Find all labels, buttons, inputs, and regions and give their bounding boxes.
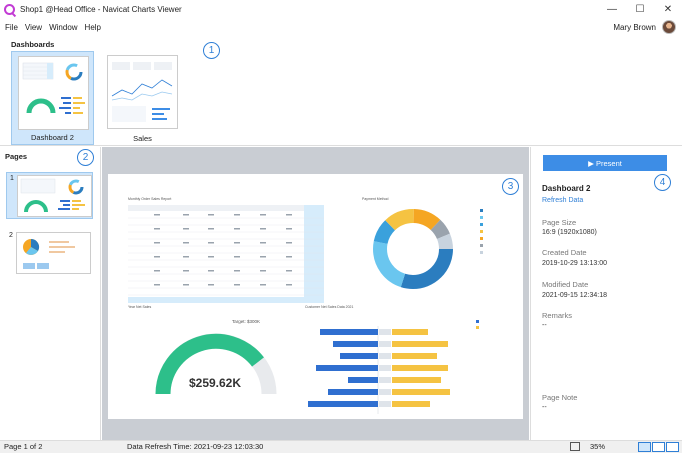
zoom-level[interactable]: 35% bbox=[590, 442, 606, 451]
page-size-value: 16:9 (1920x1080) bbox=[542, 229, 597, 236]
donut-chart-title: Payment Method bbox=[362, 197, 389, 201]
created-date-label: Created Date bbox=[542, 248, 587, 257]
menu-help[interactable]: Help bbox=[84, 22, 101, 32]
layout-view-2-icon[interactable] bbox=[652, 442, 665, 452]
dashboards-panel: Dashboards Dashboard 2 bbox=[0, 36, 682, 146]
modified-date-label: Modified Date bbox=[542, 280, 589, 289]
gauge-value-label: $259.62K bbox=[189, 376, 241, 390]
menu-view[interactable]: View bbox=[24, 22, 43, 32]
callout-badge-3: 3 bbox=[502, 178, 519, 195]
minimize-button[interactable]: — bbox=[607, 3, 617, 15]
page-note-value: -- bbox=[542, 404, 547, 411]
page-thumb-1[interactable]: 1 bbox=[6, 172, 93, 219]
menu-bar: File View Window Help Mary Brown bbox=[0, 18, 682, 36]
page-number: 2 bbox=[9, 232, 13, 239]
dashboard-thumb-dashboard-2[interactable]: Dashboard 2 bbox=[11, 51, 94, 145]
dashboard-name: Dashboard 2 bbox=[542, 184, 591, 193]
callout-badge-2: 2 bbox=[77, 149, 94, 166]
app-logo-icon bbox=[4, 3, 15, 15]
modified-date-value: 2021-09-15 12:34:18 bbox=[542, 292, 607, 299]
present-button[interactable]: ▶ Present bbox=[543, 155, 667, 171]
page-thumb-2[interactable]: 2 bbox=[6, 230, 93, 277]
pages-label: Pages bbox=[5, 152, 28, 161]
title-bar: Shop1 @Head Office - Navicat Charts View… bbox=[0, 0, 682, 18]
page-preview-image bbox=[16, 232, 91, 274]
dashboard-page-canvas: Monthly Order Sales Report Payment Metho… bbox=[108, 174, 523, 419]
maximize-button[interactable]: ☐ bbox=[635, 3, 645, 15]
fit-to-window-icon[interactable] bbox=[570, 442, 580, 451]
window-title: Shop1 @Head Office - Navicat Charts View… bbox=[20, 4, 182, 14]
pages-panel: Pages 1 2 bbox=[0, 147, 101, 440]
layout-view-3-icon[interactable] bbox=[666, 442, 679, 452]
gauge-chart-title: Year Net Sales bbox=[128, 305, 151, 309]
dashboard-preview-image bbox=[107, 55, 178, 129]
remarks-label: Remarks bbox=[542, 311, 573, 320]
table-chart-title: Monthly Order Sales Report bbox=[128, 197, 171, 201]
dashboard-label: Dashboard 2 bbox=[31, 133, 74, 142]
user-menu[interactable]: Mary Brown bbox=[613, 18, 676, 36]
gauge-target-label: Target: $300K bbox=[232, 319, 260, 324]
menu-file[interactable]: File bbox=[5, 22, 18, 32]
status-bar: Page 1 of 2 Data Refresh Time: 2021-09-2… bbox=[0, 440, 682, 453]
callout-badge-1: 1 bbox=[203, 42, 220, 59]
page-number: 1 bbox=[10, 175, 14, 182]
user-name: Mary Brown bbox=[613, 22, 656, 32]
page-preview-image bbox=[17, 175, 92, 217]
dashboard-label: Sales bbox=[133, 134, 152, 143]
avatar[interactable] bbox=[662, 20, 676, 34]
page-note-label: Page Note bbox=[542, 393, 578, 402]
dashboards-label: Dashboards bbox=[11, 40, 55, 49]
callout-badge-4: 4 bbox=[654, 174, 671, 191]
bar-chart-title: Customer Net Sales Data 2021 bbox=[305, 305, 353, 309]
properties-panel: ▶ Present Dashboard 2 Refresh Data Page … bbox=[530, 147, 682, 440]
created-date-value: 2019-10-29 13:13:00 bbox=[542, 260, 607, 267]
remarks-value: -- bbox=[542, 322, 547, 329]
dashboard-preview-image bbox=[18, 56, 89, 130]
page-size-label: Page Size bbox=[542, 218, 577, 227]
menu-window[interactable]: Window bbox=[49, 22, 78, 32]
dashboard-thumb-sales[interactable]: Sales bbox=[101, 51, 184, 145]
page-indicator: Page 1 of 2 bbox=[4, 442, 43, 451]
window-controls: — ☐ ✕ bbox=[598, 0, 682, 18]
refresh-data-link[interactable]: Refresh Data bbox=[542, 197, 584, 204]
layout-view-1-icon[interactable] bbox=[638, 442, 651, 452]
close-button[interactable]: ✕ bbox=[663, 3, 673, 15]
page-canvas-area: Monthly Order Sales Report Payment Metho… bbox=[102, 147, 529, 440]
data-refresh-time: Data Refresh Time: 2021-09-23 12:03:30 bbox=[127, 442, 264, 451]
view-mode-buttons bbox=[637, 442, 679, 452]
